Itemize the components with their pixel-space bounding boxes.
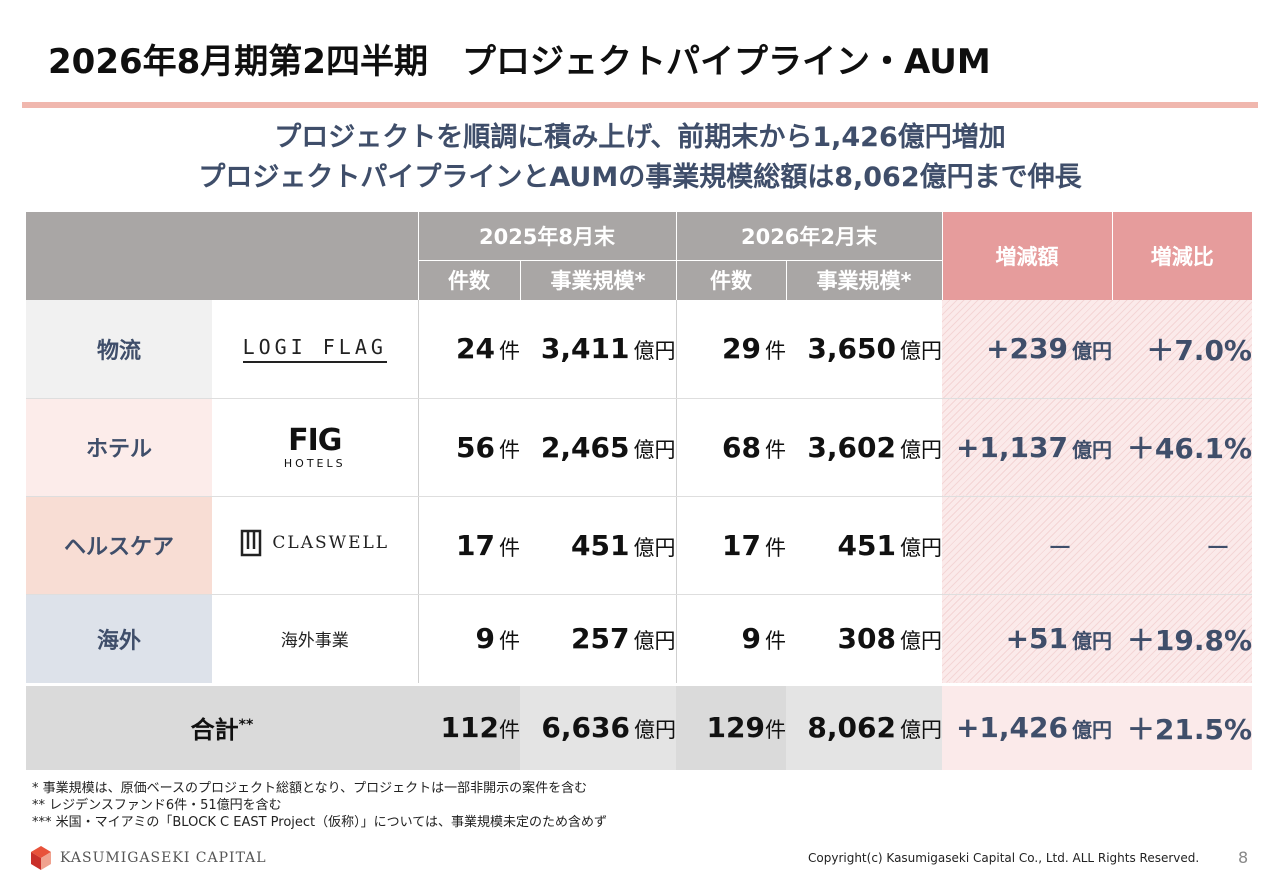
fig-logo-sub: HOTELS xyxy=(283,456,346,470)
header-count-2: 件数 xyxy=(675,259,786,300)
brand-logo-logiflag: LOGI FLAG xyxy=(212,300,418,399)
copyright: Copyright(c) Kasumigaseki Capital Co., L… xyxy=(808,851,1200,865)
header-scale-1: 事業規模* xyxy=(519,259,676,300)
page-title: 2026年8月期第2四半期 プロジェクトパイプライン・AUM xyxy=(48,42,991,82)
brand-overseas: 海外事業 xyxy=(212,594,418,684)
change-ratio: ＋19.8% xyxy=(1112,594,1252,684)
subtitle-line-1: プロジェクトを順調に積み上げ、前期末から1,426億円増加 xyxy=(274,122,1006,153)
brand-logo-fig-hotels: FIG HOTELS xyxy=(212,398,418,497)
scale-2025: 257 億円 xyxy=(571,622,676,655)
count-2026: 29 件 xyxy=(675,300,786,399)
total-change-ratio: ＋21.5% xyxy=(1112,682,1252,770)
change-amount: +51 億円 xyxy=(942,594,1112,684)
pipeline-table: 2025年8月末 2026年2月末 増減額 増減比 件数 事業規模* 件数 事業… xyxy=(26,212,1252,770)
total-scale-2025: 6,636 億円 xyxy=(520,682,676,770)
change-amount: ー xyxy=(942,496,1112,595)
subtitle: プロジェクトを順調に積み上げ、前期末から1,426億円増加 プロジェクトパイプラ… xyxy=(0,118,1280,198)
claswell-mark-icon xyxy=(241,529,262,557)
footnote-3: *** 米国・マイアミの「BLOCK C EAST Project（仮称）」につ… xyxy=(32,815,608,830)
page-number: 8 xyxy=(1238,848,1249,867)
count-2026: 68 件 xyxy=(675,398,786,497)
category-label: ホテル xyxy=(26,398,212,497)
category-label: 海外 xyxy=(26,594,212,684)
company-logo: KASUMIGASEKI CAPITAL xyxy=(30,845,267,871)
scale-2026: 451 億円 xyxy=(786,496,942,595)
count-2025: 24 件 xyxy=(417,300,520,399)
footnote-2: ** レジデンスファンド6件・51億円を含む xyxy=(32,798,282,813)
header-change: 増減額 xyxy=(941,212,1112,300)
total-count-2025: 112件 xyxy=(418,682,520,770)
header-count-1: 件数 xyxy=(417,259,520,300)
change-ratio: ＋7.0% xyxy=(1112,300,1252,399)
footnotes: * 事業規模は、原価ベースのプロジェクト総額となり、プロジェクトは一部非開示の案… xyxy=(32,780,607,831)
footnote-1: * 事業規模は、原価ベースのプロジェクト総額となり、プロジェクトは一部非開示の案… xyxy=(32,781,588,796)
category-label: 物流 xyxy=(26,300,212,399)
scale-2026: 3,602 億円 xyxy=(786,398,942,497)
scale-2025: 451 億円 xyxy=(520,496,676,595)
total-footnote-mark: ** xyxy=(238,717,254,734)
header-scale-2: 事業規模* xyxy=(785,259,942,300)
logiflag-logo-text: LOGI FLAG xyxy=(242,335,387,363)
brand-logo-claswell: CLASWELL xyxy=(212,496,418,595)
scale-2025: 2,465 億円 xyxy=(520,398,676,497)
header-period-2: 2026年2月末 xyxy=(675,212,942,260)
change-amount: +1,137 億円 xyxy=(942,398,1112,497)
header-period-1: 2025年8月末 xyxy=(417,212,676,260)
header-ratio: 増減比 xyxy=(1111,212,1252,300)
count-2025: 17 件 xyxy=(417,496,520,595)
count-2025: 56 件 xyxy=(417,398,520,497)
change-amount: +239 億円 xyxy=(942,300,1112,399)
claswell-logo-text: CLASWELL xyxy=(272,533,390,553)
scale-2026: 3,650 億円 xyxy=(786,300,942,399)
change-ratio: ー xyxy=(1112,496,1252,595)
fig-logo-mark: FIG xyxy=(288,422,342,458)
table-row-total: 合計** 112件 6,636 億円 129件 8,062 億円 +1,426 億円 … xyxy=(26,682,1252,770)
kasumigaseki-cube-icon xyxy=(31,846,51,870)
scale-2025: 3,411 億円 xyxy=(520,300,676,399)
header-blank xyxy=(26,212,418,300)
table-row-hotel: ホテル FIG HOTELS 56 件 2,465 億円 68 件 3,602 億円 +… xyxy=(26,398,1252,497)
total-label: 合計** xyxy=(26,682,418,770)
count-2026: 17 件 xyxy=(675,496,786,595)
title-divider xyxy=(22,102,1258,108)
total-change-amount: +1,426 億円 xyxy=(942,682,1112,770)
subtitle-line-2: プロジェクトパイプラインとAUMの事業規模総額は8,062億円まで伸長 xyxy=(198,162,1082,193)
table-row-logistics: 物流 LOGI FLAG 24 件 3,411 億円 29 件 3,650 億円 +23… xyxy=(26,300,1252,399)
total-scale-2026: 8,062 億円 xyxy=(786,682,942,770)
scale-2026: 308 億円 xyxy=(837,622,942,655)
table-row-healthcare: ヘルスケア CLASWELL 17 件 451 億円 17 件 451 億円 ー ー xyxy=(26,496,1252,595)
category-label: ヘルスケア xyxy=(26,496,212,595)
company-logo-text: KASUMIGASEKI CAPITAL xyxy=(60,850,267,866)
total-count-2026: 129件 xyxy=(676,682,786,770)
change-ratio: ＋46.1% xyxy=(1112,398,1252,497)
